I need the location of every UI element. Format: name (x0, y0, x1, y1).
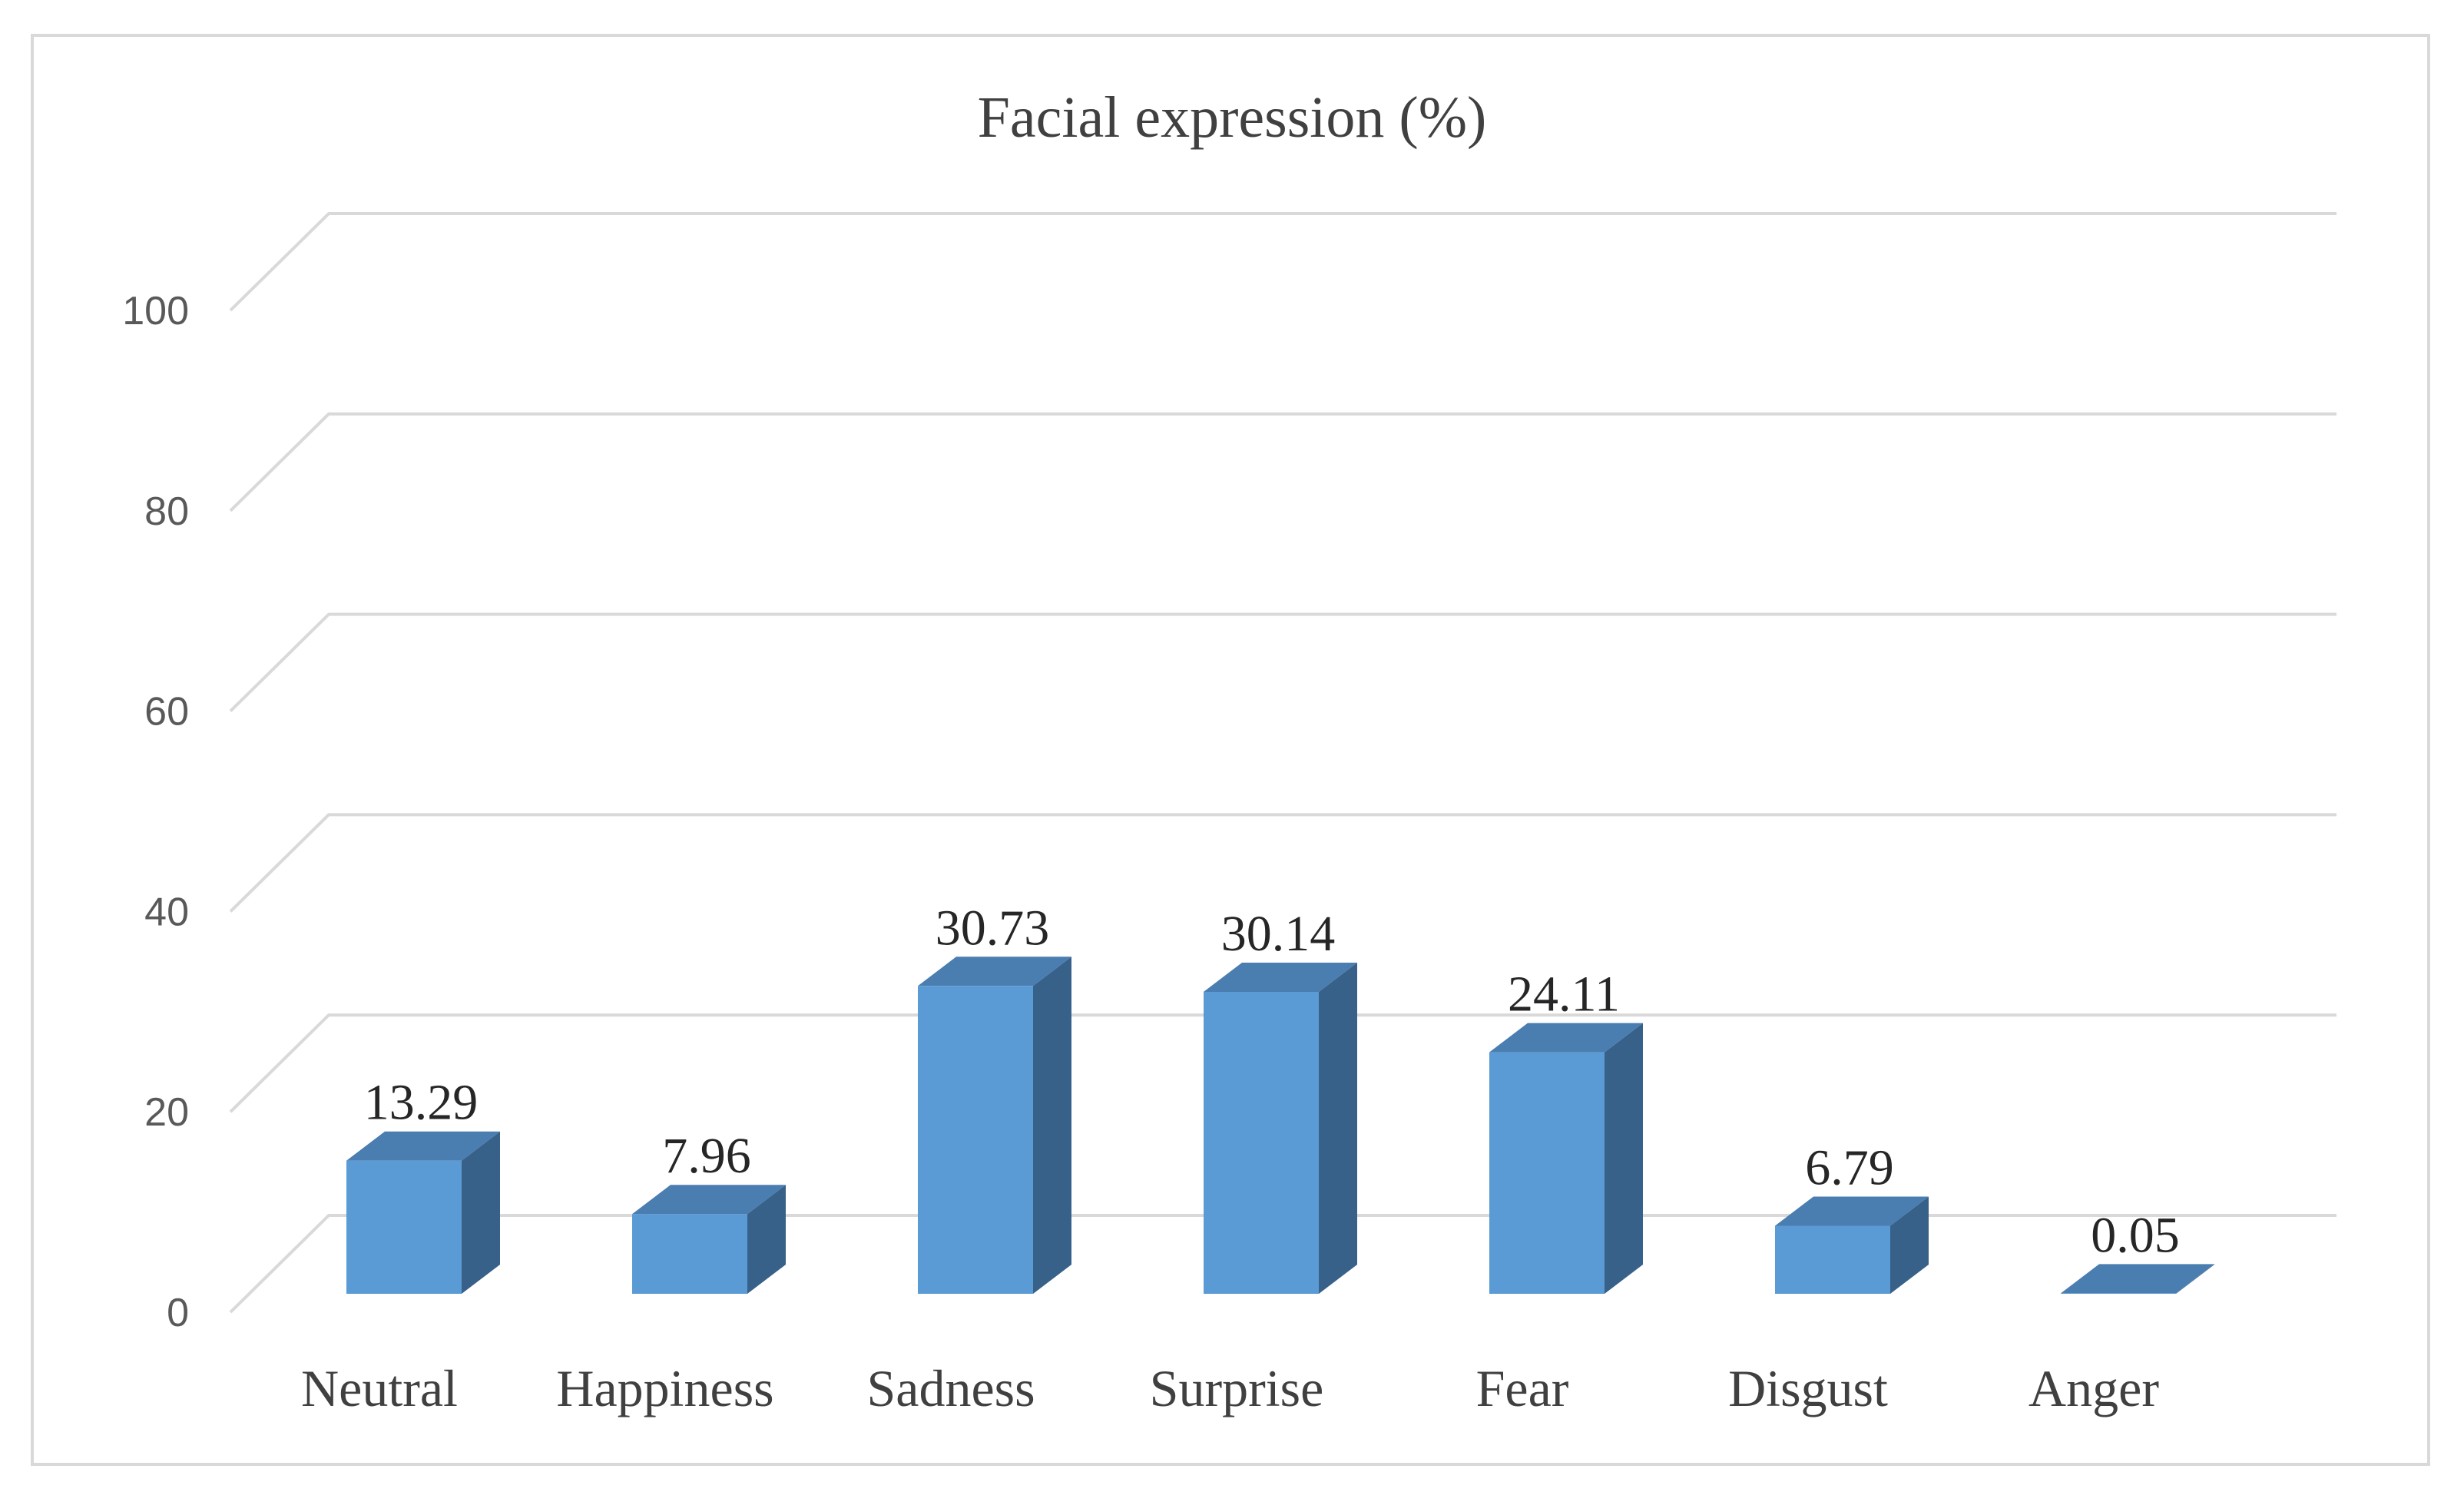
y-tick-label: 100 (122, 289, 189, 333)
bar (346, 1131, 500, 1294)
bars (346, 957, 2214, 1294)
x-axis-ticks: Neutral Happiness Sadness Surprise Fear Disgu… (301, 1359, 2159, 1417)
bar-side-face (1033, 957, 1071, 1294)
bar-top-face (2061, 1264, 2214, 1294)
bar (918, 957, 1071, 1294)
x-tick-label: Disgust (1728, 1359, 1888, 1417)
bar-side-face (1319, 962, 1357, 1294)
x-tick-label: Surprise (1150, 1359, 1324, 1417)
bar (1489, 1023, 1643, 1294)
gridline (229, 412, 2336, 512)
x-tick-label: Anger (2028, 1359, 2159, 1417)
y-tick-label: 60 (144, 690, 189, 734)
gridline (229, 813, 2336, 913)
data-label: 7.96 (662, 1128, 751, 1184)
bar-top-face (1204, 962, 1357, 992)
bar-front-face (1775, 1225, 1890, 1294)
bar-side-face (747, 1185, 786, 1294)
bar-side-face (1605, 1023, 1643, 1294)
y-tick-label: 80 (144, 489, 189, 534)
data-label: 0.05 (2091, 1207, 2180, 1263)
bar-top-face (1489, 1023, 1643, 1053)
gridlines (229, 212, 2336, 1314)
bar-top-face (1775, 1196, 1929, 1226)
data-label: 13.29 (364, 1075, 479, 1131)
data-label: 6.79 (1805, 1139, 1894, 1195)
bar-front-face (346, 1160, 462, 1294)
x-tick-label: Happiness (556, 1359, 773, 1417)
gridline (229, 612, 2336, 713)
bar-front-face (1489, 1052, 1605, 1294)
x-tick-label: Fear (1476, 1359, 1569, 1417)
bar (1204, 962, 1357, 1294)
bar (2061, 1264, 2214, 1294)
data-labels: 13.29 7.96 30.73 30.14 24.11 6.79 0.05 (364, 900, 2180, 1263)
bar-front-face (2061, 1293, 2176, 1294)
bar-front-face (632, 1214, 747, 1294)
bar-top-face (346, 1131, 500, 1161)
data-label: 24.11 (1508, 966, 1620, 1023)
y-tick-label: 40 (144, 890, 189, 934)
bar-top-face (632, 1185, 786, 1215)
bar-side-face (1890, 1196, 1929, 1294)
y-axis-ticks: 0 20 40 60 80 100 (122, 289, 189, 1335)
data-label: 30.73 (936, 900, 1050, 956)
gridline (229, 1214, 2336, 1314)
gridline (229, 212, 2336, 312)
bar-front-face (1204, 991, 1319, 1294)
x-tick-label: Sadness (866, 1359, 1035, 1417)
bar-front-face (918, 986, 1033, 1294)
x-tick-label: Neutral (301, 1359, 458, 1417)
y-tick-label: 20 (144, 1090, 189, 1135)
y-tick-label: 0 (167, 1291, 189, 1335)
bar-side-face (462, 1131, 500, 1294)
bar (632, 1185, 786, 1294)
gridline (229, 1013, 2336, 1113)
chart-title: Facial expression (%) (978, 85, 1487, 150)
bar-top-face (918, 957, 1071, 986)
data-label: 30.14 (1221, 906, 1336, 962)
bar (1775, 1196, 1929, 1294)
bar-side-face (2176, 1264, 2214, 1294)
